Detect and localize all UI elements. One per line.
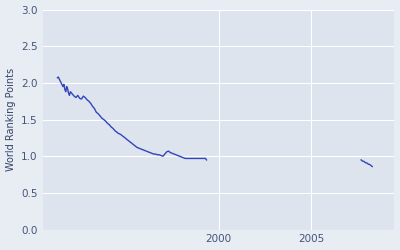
Y-axis label: World Ranking Points: World Ranking Points (6, 68, 16, 171)
